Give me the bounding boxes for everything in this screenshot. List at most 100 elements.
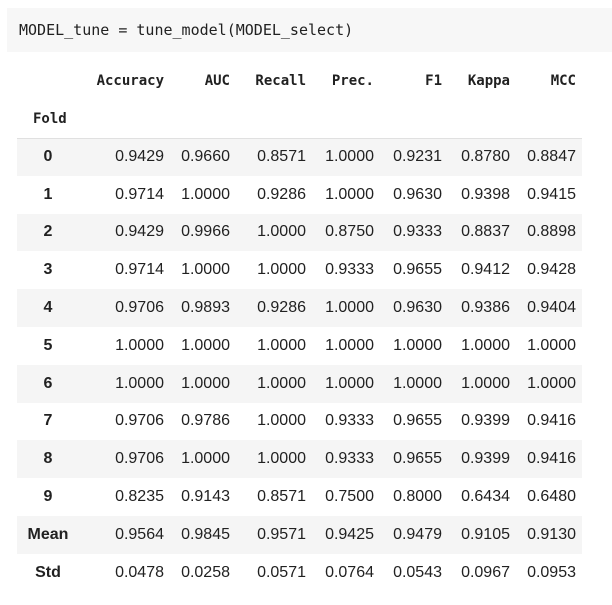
table-cell: 0.9706: [115, 299, 164, 317]
table-cell: 1.0000: [181, 450, 230, 468]
table-cell: 0.6480: [527, 488, 576, 506]
table-row: 7 0.9706 0.9786 1.0000 0.9333 0.9655 0.9399 0.9…: [17, 403, 582, 441]
row-index-label: 9: [43, 488, 53, 506]
table-row: Mean 0.9564 0.9845 0.9571 0.9425 0.9479 0.9105…: [17, 515, 582, 554]
table-cell: 1.0000: [181, 374, 230, 392]
table-cell: 0.9564: [115, 525, 164, 543]
table-cell: 1.0000: [325, 374, 374, 392]
table-cell: 0.0571: [257, 563, 306, 581]
table-row: 0 0.9429 0.9660 0.8571 1.0000 0.9231 0.8780 0.8…: [17, 138, 582, 176]
table-cell: 1.0000: [115, 374, 164, 392]
column-header-auc: AUC: [204, 73, 230, 89]
table-row: Std 0.0478 0.0258 0.0571 0.0764 0.0543 0.0967 0…: [17, 554, 582, 592]
row-index-label: Std: [35, 563, 61, 581]
column-header-kappa: Kappa: [467, 73, 510, 89]
table-cell: 0.9425: [325, 525, 374, 543]
table-cell: 0.8847: [527, 148, 576, 166]
table-cell: 0.9845: [181, 525, 230, 543]
table-cell: 0.8571: [257, 148, 306, 166]
table-cell: 0.9399: [461, 450, 510, 468]
table-cell: 0.9429: [115, 223, 164, 241]
table-cell: 0.9714: [115, 261, 164, 279]
table-cell: 1.0000: [115, 336, 164, 354]
table-cell: 0.8000: [393, 488, 442, 506]
table-cell: 0.0953: [527, 563, 576, 581]
table-cell: 0.9231: [393, 148, 442, 166]
column-header-prec: Prec.: [331, 73, 374, 89]
table-cell: 1.0000: [257, 336, 306, 354]
table-cell: 1.0000: [257, 412, 306, 430]
table-cell: 0.0764: [325, 563, 374, 581]
table-row: 6 1.0000 1.0000 1.0000 1.0000 1.0000 1.0000 1.0…: [17, 364, 582, 403]
table-cell: 0.9428: [527, 261, 576, 279]
table-cell: 1.0000: [527, 336, 576, 354]
table-cell: 0.9630: [393, 299, 442, 317]
row-index-label: Mean: [27, 525, 69, 543]
table-cell: 0.9714: [115, 185, 164, 203]
table-cell: 0.9286: [257, 299, 306, 317]
table-cell: 0.9333: [393, 223, 442, 241]
table-cell: 0.0543: [393, 563, 442, 581]
table-row: 5 1.0000 1.0000 1.0000 1.0000 1.0000 1.0000 1.0…: [17, 327, 582, 365]
table-cell: 0.9571: [257, 525, 306, 543]
table-cell: 1.0000: [325, 336, 374, 354]
table-cell: 1.0000: [325, 148, 374, 166]
table-cell: 1.0000: [527, 374, 576, 392]
column-header-mcc: MCC: [550, 73, 576, 89]
table-cell: 0.9333: [325, 412, 374, 430]
table-cell: 0.9416: [527, 412, 576, 430]
table-cell: 0.9893: [181, 299, 230, 317]
row-index-label: 1: [43, 185, 53, 203]
table-cell: 0.9105: [461, 525, 510, 543]
code-source[interactable]: MODEL_tune = tune_model(MODEL_select): [19, 21, 354, 39]
table-row: 1 0.9714 1.0000 0.9286 1.0000 0.9630 0.9398 0.9…: [17, 176, 582, 214]
table-cell: 0.9398: [461, 185, 510, 203]
table-cell: 0.9399: [461, 412, 510, 430]
row-index-label: 3: [43, 261, 53, 279]
table-cell: 1.0000: [325, 185, 374, 203]
table-cell: 1.0000: [325, 299, 374, 317]
row-index-label: 8: [43, 450, 53, 468]
index-header-row: Fold: [17, 100, 582, 138]
table-cell: 1.0000: [461, 374, 510, 392]
column-header-row: Accuracy AUC Recall Prec. F1 Kappa MCC: [17, 62, 582, 100]
table-cell: 1.0000: [393, 336, 442, 354]
row-index-label: 6: [43, 374, 53, 392]
table-cell: 0.9660: [181, 148, 230, 166]
table-cell: 0.9130: [527, 525, 576, 543]
table-cell: 1.0000: [393, 374, 442, 392]
table-cell: 0.8235: [115, 488, 164, 506]
table-cell: 0.8571: [257, 488, 306, 506]
table-cell: 0.9286: [257, 185, 306, 203]
column-header-accuracy: Accuracy: [96, 73, 164, 89]
table-cell: 1.0000: [181, 261, 230, 279]
table-cell: 0.9655: [393, 450, 442, 468]
column-header-recall: Recall: [255, 73, 306, 89]
table-cell: 0.9415: [527, 185, 576, 203]
table-cell: 0.8750: [325, 223, 374, 241]
table-cell: 0.9655: [393, 261, 442, 279]
table-cell: 0.9386: [461, 299, 510, 317]
table-cell: 0.9333: [325, 261, 374, 279]
row-index-label: 4: [43, 299, 53, 317]
table-cell: 1.0000: [257, 450, 306, 468]
row-index-label: 0: [43, 148, 53, 166]
table-cell: 0.0967: [461, 563, 510, 581]
table-cell: 0.6434: [461, 488, 510, 506]
table-cell: 0.9143: [181, 488, 230, 506]
table-cell: 0.9706: [115, 450, 164, 468]
table-cell: 1.0000: [257, 223, 306, 241]
table-cell: 0.9404: [527, 299, 576, 317]
table-row: 8 0.9706 1.0000 1.0000 0.9333 0.9655 0.9399 0.9…: [17, 440, 582, 479]
table-cell: 0.0478: [115, 563, 164, 581]
table-cell: 0.9479: [393, 525, 442, 543]
table-row: 2 0.9429 0.9966 1.0000 0.8750 0.9333 0.8837 0.8…: [17, 213, 582, 252]
table-cell: 0.8898: [527, 223, 576, 241]
table-body: 0 0.9429 0.9660 0.8571 1.0000 0.9231 0.8780 0.8…: [17, 138, 582, 592]
table-cell: 1.0000: [181, 185, 230, 203]
table-row: 3 0.9714 1.0000 1.0000 0.9333 0.9655 0.9412 0.9…: [17, 251, 582, 289]
table-cell: 1.0000: [257, 374, 306, 392]
code-cell[interactable]: MODEL_tune = tune_model(MODEL_select): [7, 8, 612, 52]
